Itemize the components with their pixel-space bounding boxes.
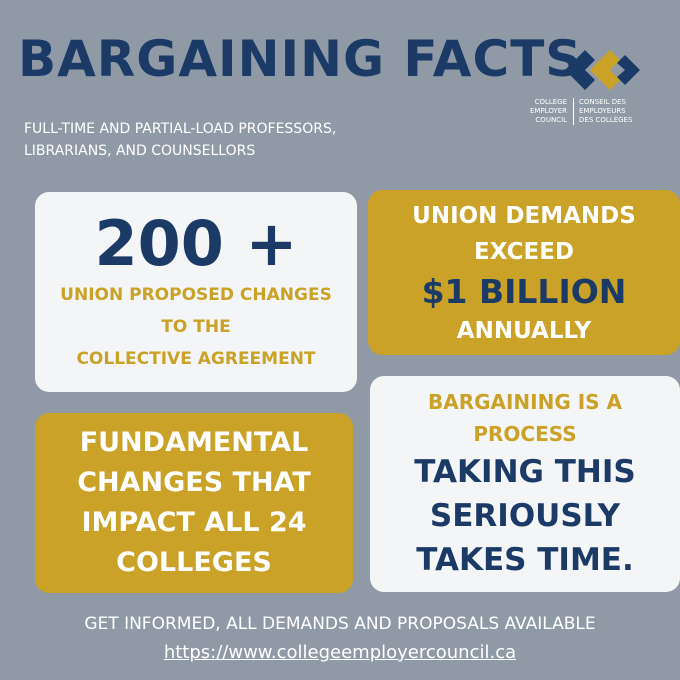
card: UNION DEMANDS EXCEED $1 BILLION ANNUALLY xyxy=(368,190,680,355)
card-line: COLLEGES xyxy=(116,547,272,578)
logo-mark xyxy=(565,50,640,90)
big-text: SERIOUSLY xyxy=(429,498,621,534)
card-line: TO THE xyxy=(161,317,231,337)
big-text: TAKING THIS xyxy=(414,454,636,490)
card-line: FUNDAMENTAL xyxy=(79,427,309,458)
card: FUNDAMENTAL CHANGES THAT IMPACT ALL 24 C… xyxy=(35,413,353,593)
card-line: BARGAINING IS A xyxy=(427,390,623,414)
card-line: CHANGES THAT xyxy=(77,467,311,498)
logo-line: COLLEGE xyxy=(534,98,568,106)
card-line: ANNUALLY xyxy=(456,317,592,344)
card: 200 + UNION PROPOSED CHANGES TO THE COLL… xyxy=(35,192,357,392)
card-line: COLLECTIVE AGREEMENT xyxy=(76,349,316,369)
subtitle: FULL-TIME AND PARTIAL-LOAD PROFESSORS, L… xyxy=(24,118,336,162)
logo-line: DES COLLÈGES xyxy=(579,116,633,124)
subtitle-line: LIBRARIANS, AND COUNSELLORS xyxy=(24,143,256,159)
logo-line: CONSEIL DES xyxy=(579,98,626,106)
logo-text: COLLEGE EMPLOYER COUNCIL CONSEIL DES EMPLOY… xyxy=(530,98,632,125)
footer-link[interactable]: https://www.collegeemployercouncil.ca xyxy=(163,642,517,663)
logo-line: EMPLOYEURS xyxy=(579,107,626,115)
card-line: IMPACT ALL 24 xyxy=(81,507,307,538)
big-text: $1 BILLION xyxy=(421,271,627,311)
big-text: TAKES TIME. xyxy=(416,542,634,578)
title: BARGAINING FACTS xyxy=(18,30,583,88)
big-number: 200 + xyxy=(94,207,298,280)
card-line: UNION DEMANDS xyxy=(412,202,636,229)
card-line: EXCEED xyxy=(473,238,575,265)
logo-line: COUNCIL xyxy=(535,116,568,124)
subtitle-line: FULL-TIME AND PARTIAL-LOAD PROFESSORS, xyxy=(24,121,337,137)
logo-line: EMPLOYER xyxy=(530,107,568,115)
footer-text: GET INFORMED, ALL DEMANDS AND PROPOSALS … xyxy=(84,614,596,634)
card: BARGAINING IS A PROCESS TAKING THIS SERI… xyxy=(370,376,680,592)
card-line: UNION PROPOSED CHANGES xyxy=(60,285,332,305)
card-line: PROCESS xyxy=(473,422,577,446)
